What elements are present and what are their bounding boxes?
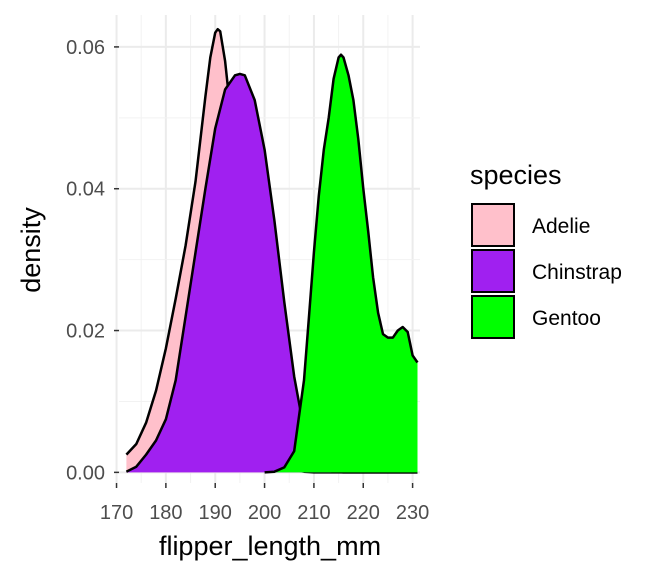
x-tick-label: 230	[396, 502, 429, 524]
x-axis-title: flipper_length_mm	[159, 531, 381, 561]
legend-title: species	[470, 160, 562, 190]
y-tick-label: 0.06	[66, 37, 105, 59]
legend-key-adelie	[471, 203, 515, 247]
x-tick-label: 210	[297, 502, 330, 524]
legend-label-gentoo: Gentoo	[532, 307, 601, 330]
density-areas	[125, 27, 419, 474]
x-tick-label: 200	[248, 502, 281, 524]
y-axis-title: density	[16, 207, 46, 293]
axis-ticks: 170 180 190 200 210 220 230 0.00 0.02 0.04 0.06	[66, 37, 429, 524]
legend: Adelie Chinstrap Gentoo	[471, 203, 622, 339]
x-tick-label: 190	[199, 502, 232, 524]
legend-key-chinstrap	[471, 249, 515, 293]
y-tick-label: 0.00	[66, 462, 105, 484]
x-tick-label: 180	[149, 502, 182, 524]
legend-key-gentoo	[471, 295, 515, 339]
density-fill-gentoo	[264, 54, 418, 473]
legend-label-adelie: Adelie	[532, 215, 590, 238]
legend-label-chinstrap: Chinstrap	[532, 261, 622, 284]
y-tick-label: 0.02	[66, 321, 105, 343]
y-tick-label: 0.04	[66, 179, 105, 201]
x-tick-label: 220	[347, 502, 380, 524]
density-line-gentoo	[264, 53, 419, 474]
density-fill-chinstrap	[126, 73, 418, 473]
x-tick-label: 170	[100, 502, 133, 524]
